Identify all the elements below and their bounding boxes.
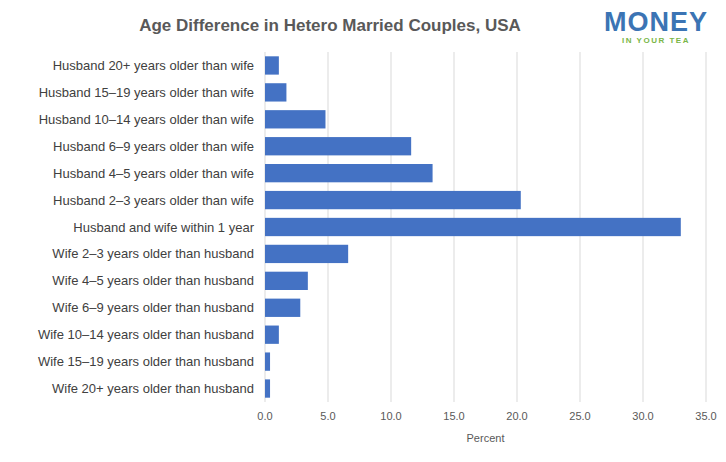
bar bbox=[265, 272, 308, 290]
bar bbox=[265, 56, 279, 74]
bar bbox=[265, 352, 270, 370]
grid-line bbox=[706, 52, 707, 402]
category-label: Husband 4–5 years older than wife bbox=[53, 166, 254, 181]
tick-label: 15.0 bbox=[443, 410, 464, 422]
logo-subtext: IN YOUR TEA bbox=[622, 36, 690, 45]
bar bbox=[265, 299, 300, 317]
category-label: Wife 15–19 years older than husband bbox=[38, 354, 254, 369]
category-label: Husband 10–14 years older than wife bbox=[39, 112, 254, 127]
category-label: Husband 6–9 years older than wife bbox=[53, 139, 254, 154]
bar bbox=[265, 164, 433, 182]
axis-label: Percent bbox=[467, 432, 505, 444]
category-label: Wife 20+ years older than husband bbox=[52, 381, 254, 396]
bar bbox=[265, 245, 348, 263]
tick-label: 10.0 bbox=[380, 410, 401, 422]
tick-label: 0.0 bbox=[257, 410, 272, 422]
category-label: Wife 4–5 years older than husband bbox=[52, 273, 254, 288]
bars bbox=[265, 56, 681, 397]
bar bbox=[265, 191, 521, 209]
category-label: Wife 10–14 years older than husband bbox=[38, 327, 254, 342]
bar bbox=[265, 137, 411, 155]
category-label: Husband and wife within 1 year bbox=[73, 220, 254, 235]
category-label: Husband 15–19 years older than wife bbox=[39, 85, 254, 100]
tick-label: 30.0 bbox=[632, 410, 653, 422]
chart: 0.0 5.0 10.0 15.0 20.0 25.0 30.0 35.0 Husband 20… bbox=[0, 0, 726, 462]
category-label: Husband 20+ years older than wife bbox=[53, 58, 254, 73]
category-label: Wife 6–9 years older than husband bbox=[52, 300, 254, 315]
bar bbox=[265, 326, 279, 344]
bar bbox=[265, 218, 681, 236]
logo-text: MONEY bbox=[604, 7, 708, 37]
category-label: Wife 2–3 years older than husband bbox=[52, 246, 254, 261]
tick-label: 25.0 bbox=[569, 410, 590, 422]
bar bbox=[265, 83, 286, 101]
category-label: Husband 2–3 years older than wife bbox=[53, 193, 254, 208]
bar bbox=[265, 110, 325, 128]
tick-label: 5.0 bbox=[320, 410, 335, 422]
bar bbox=[265, 379, 270, 397]
tick-label: 35.0 bbox=[695, 410, 716, 422]
chart-container: 0.0 5.0 10.0 15.0 20.0 25.0 30.0 35.0 Husband 20… bbox=[0, 0, 726, 462]
tick-label: 20.0 bbox=[506, 410, 527, 422]
grid bbox=[265, 52, 706, 402]
title: Age Difference in Hetero Married Couples… bbox=[139, 16, 521, 35]
